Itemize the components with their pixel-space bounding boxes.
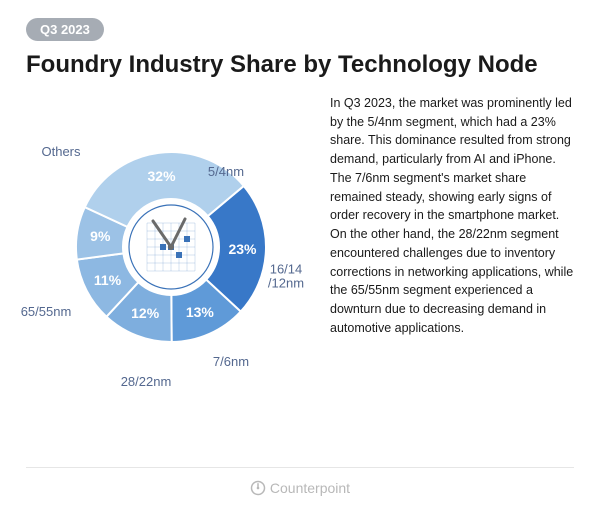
period-badge: Q3 2023 [26,18,104,41]
slice-label: 28/22nm [121,375,172,389]
wafer-icon [129,205,213,289]
footer-text: Counterpoint [270,480,350,496]
slice-label: 65/55nm [21,305,72,319]
footer: Counterpoint [26,467,574,496]
period-badge-text: Q3 2023 [40,22,90,37]
counterpoint-logo-icon [250,480,266,496]
content-row: 23% 5/4nm 13% 16/14/12nm 12% 7/6nm 11% 28/22nm 9… [26,92,574,392]
slice-percent: 12% [131,305,159,321]
page-title: Foundry Industry Share by Technology Nod… [26,51,574,80]
slice-label: Others [41,145,80,159]
description-text: In Q3 2023, the market was prominently l… [330,92,574,392]
donut-chart: 23% 5/4nm 13% 16/14/12nm 12% 7/6nm 11% 28/22nm 9… [26,92,316,392]
infographic-page: Q3 2023 Foundry Industry Share by Techno… [0,0,600,512]
slice-percent: 9% [90,228,110,244]
slice-percent: 32% [148,168,176,184]
slice-percent: 11% [94,272,121,288]
slice-label: 7/6nm [213,355,249,369]
slice-label: 16/14/12nm [268,263,304,292]
slice-percent: 23% [228,241,256,257]
slice-percent: 13% [186,304,214,320]
slice-label: 5/4nm [208,165,244,179]
